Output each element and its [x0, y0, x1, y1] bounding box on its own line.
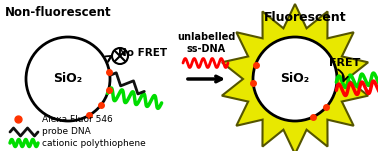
Text: Fluorescent: Fluorescent: [264, 11, 346, 24]
FancyArrowPatch shape: [105, 56, 112, 62]
FancyArrowPatch shape: [338, 69, 348, 81]
Text: Alexa Fluor 546: Alexa Fluor 546: [42, 114, 113, 124]
Polygon shape: [222, 4, 368, 151]
Circle shape: [26, 37, 110, 121]
Text: FRET: FRET: [329, 58, 361, 68]
Text: probe DNA: probe DNA: [42, 127, 91, 137]
Circle shape: [112, 48, 128, 64]
Circle shape: [253, 37, 337, 121]
Text: Non-fluorescent: Non-fluorescent: [5, 6, 112, 19]
Text: No FRET: No FRET: [118, 48, 167, 58]
Text: cationic polythiophene: cationic polythiophene: [42, 138, 146, 148]
Text: SiO₂: SiO₂: [280, 72, 310, 85]
Text: unlabelled
ss-DNA: unlabelled ss-DNA: [177, 32, 235, 54]
Text: SiO₂: SiO₂: [53, 72, 82, 85]
